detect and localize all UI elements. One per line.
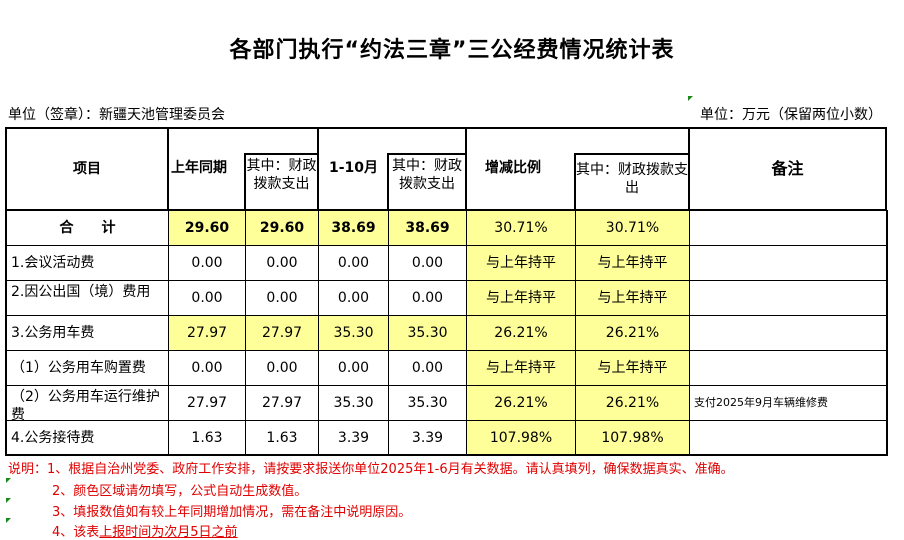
header-remark: 备注 [688,127,887,211]
cell-last-year-fiscal[interactable]: 27.97 [245,385,319,421]
page-title: 各部门执行“约法三章”三公经费情况统计表 [229,38,675,63]
comment-marker [688,96,693,101]
cell-current-fiscal[interactable]: 0.00 [388,245,467,281]
cell-current-fiscal[interactable]: 35.30 [388,385,467,421]
row-label[interactable]: 合 计 [5,210,169,246]
row-label[interactable]: （2）公务用车运行维护费 [5,385,169,421]
cell-current[interactable]: 0.00 [318,280,389,316]
row-label[interactable]: （1）公务用车购置费 [5,350,169,386]
cell-last-year[interactable]: 0.00 [168,280,246,316]
cell-remark[interactable] [689,280,888,316]
cell-change-fiscal[interactable]: 26.21% [575,315,690,351]
cell-last-year[interactable]: 0.00 [168,245,246,281]
header-last-year: 上年同期 [171,160,227,176]
cell-change-fiscal[interactable]: 26.21% [575,385,690,421]
header-item: 项目 [5,127,169,211]
row-label[interactable]: 2.因公出国（境）费用 [5,280,169,316]
header-current: 1-10月 [329,160,379,176]
header-change-fiscal: 其中：财政拨款支出 [574,153,690,211]
cell-current-fiscal[interactable]: 35.30 [388,315,467,351]
cell-last-year[interactable]: 0.00 [168,350,246,386]
comment-marker [6,518,11,523]
cell-change[interactable]: 与上年持平 [466,280,576,316]
cell-current-fiscal[interactable]: 0.00 [388,280,467,316]
cell-last-year-fiscal[interactable]: 0.00 [245,280,319,316]
note-4: 4、该表上报时间为次月5日之前 [52,521,238,540]
cell-last-year[interactable]: 1.63 [168,420,246,456]
cell-change-fiscal[interactable]: 与上年持平 [575,350,690,386]
cell-change-fiscal[interactable]: 30.71% [575,210,690,246]
row-label[interactable]: 4.公务接待费 [5,420,169,456]
cell-current[interactable]: 0.00 [318,350,389,386]
cell-change-fiscal[interactable]: 与上年持平 [575,245,690,281]
cell-last-year-fiscal[interactable]: 0.00 [245,350,319,386]
unit-label: 单位（签章）：新疆天池管理委员会 [8,107,225,123]
row-label[interactable]: 1.会议活动费 [5,245,169,281]
cell-change[interactable]: 与上年持平 [466,350,576,386]
cell-change-fiscal[interactable]: 107.98% [575,420,690,456]
cell-current[interactable]: 35.30 [318,385,389,421]
cell-change[interactable]: 107.98% [466,420,576,456]
note-1: 说明：1、根据自治州党委、政府工作安排，请按要求报送你单位2025年1-6月有关… [8,462,734,477]
note-4-prefix: 4、该表 [52,525,100,540]
cell-change[interactable]: 30.71% [466,210,576,246]
cell-current-fiscal[interactable]: 38.69 [388,210,467,246]
cell-last-year-fiscal[interactable]: 0.00 [245,245,319,281]
note-3: 3、填报数值如有较上年同期增加情况，需在备注中说明原因。 [52,505,412,520]
cell-remark[interactable] [689,210,888,246]
note-2: 2、颜色区域请勿填写，公式自动生成数值。 [52,484,308,499]
cell-change-fiscal[interactable]: 与上年持平 [575,280,690,316]
cell-current[interactable]: 0.00 [318,245,389,281]
header-current-fiscal: 其中：财政拨款支出 [387,153,467,211]
cell-remark[interactable]: 支付2025年9月车辆维修费 [689,385,888,421]
cell-last-year-fiscal[interactable]: 27.97 [245,315,319,351]
currency-unit-label: 单位：万元（保留两位小数） [700,107,882,123]
cell-change[interactable]: 与上年持平 [466,245,576,281]
cell-current-fiscal[interactable]: 0.00 [388,350,467,386]
cell-current[interactable]: 35.30 [318,315,389,351]
cell-last-year-fiscal[interactable]: 29.60 [245,210,319,246]
cell-current[interactable]: 3.39 [318,420,389,456]
cell-current[interactable]: 38.69 [318,210,389,246]
cell-last-year[interactable]: 27.97 [168,385,246,421]
header-last-year-fiscal: 其中：财政拨款支出 [244,153,319,211]
cell-change[interactable]: 26.21% [466,315,576,351]
cell-remark[interactable] [689,245,888,281]
cell-last-year[interactable]: 29.60 [168,210,246,246]
cell-remark[interactable] [689,350,888,386]
comment-marker [6,498,11,503]
cell-change[interactable]: 26.21% [466,385,576,421]
cell-last-year-fiscal[interactable]: 1.63 [245,420,319,456]
row-label[interactable]: 3.公务用车费 [5,315,169,351]
header-change: 增减比例 [485,160,541,176]
cell-remark[interactable] [689,420,888,456]
cell-current-fiscal[interactable]: 3.39 [388,420,467,456]
comment-marker [6,478,11,483]
cell-last-year[interactable]: 27.97 [168,315,246,351]
cell-remark[interactable] [689,315,888,351]
note-4-deadline: 上报时间为次月5日之前 [99,525,238,540]
